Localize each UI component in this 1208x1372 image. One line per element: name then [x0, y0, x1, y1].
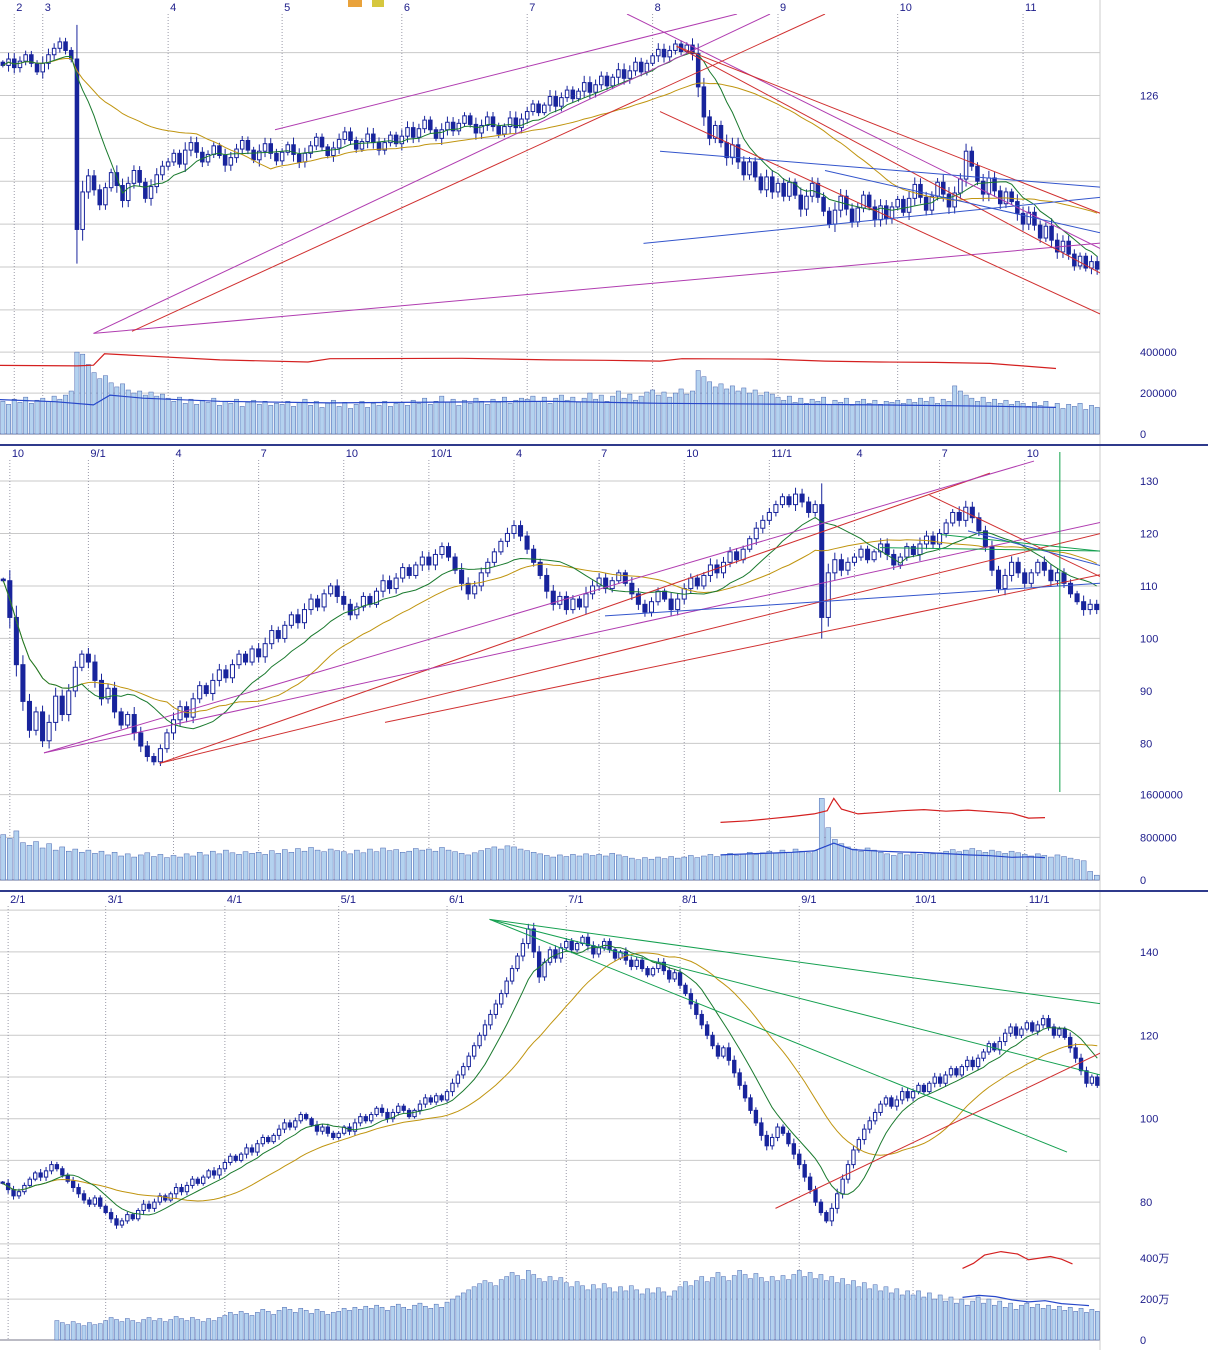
svg-text:8/1: 8/1 [682, 894, 697, 906]
svg-text:120: 120 [1140, 1030, 1158, 1042]
svg-text:110: 110 [1140, 581, 1158, 593]
toolbar-fragment-icon [372, 0, 384, 7]
candlestick-chart-panel-3[interactable]: 2/1 3/1 4/1 5/1 6/1 7/1 8/1 9/1 10/1 11/1 140 120 10… [0, 892, 1208, 1350]
toolbar-fragment-icon [348, 0, 362, 7]
svg-text:7/1: 7/1 [568, 894, 583, 906]
svg-text:0: 0 [1140, 1335, 1146, 1347]
svg-text:5: 5 [284, 2, 290, 14]
svg-text:10/1: 10/1 [431, 448, 452, 460]
svg-text:11/1: 11/1 [771, 448, 792, 460]
svg-text:10: 10 [900, 2, 912, 14]
trendlines [43, 460, 1100, 764]
x-axis-labels: 2 3 4 5 6 7 8 9 10 11 [16, 2, 1036, 14]
svg-text:0: 0 [1140, 429, 1146, 441]
svg-text:100: 100 [1140, 1114, 1158, 1126]
svg-text:90: 90 [1140, 686, 1152, 698]
svg-text:4: 4 [170, 2, 176, 14]
svg-text:400万: 400万 [1140, 1253, 1169, 1265]
svg-text:7: 7 [942, 448, 948, 460]
y-axis-labels: 126 400000 200000 0 [1140, 90, 1177, 441]
candles [0, 922, 1100, 1229]
svg-text:7: 7 [529, 2, 535, 14]
svg-text:11/1: 11/1 [1029, 894, 1050, 906]
svg-text:2: 2 [16, 2, 22, 14]
chart-panel-3: 2/1 3/1 4/1 5/1 6/1 7/1 8/1 9/1 10/1 11/1 140 120 10… [0, 890, 1208, 1350]
candlestick-chart-panel-1[interactable]: 2 3 4 5 6 7 8 9 10 11 126 400000 200000 0 [0, 0, 1208, 444]
svg-text:80: 80 [1140, 1197, 1152, 1209]
volume-overlay-lines [962, 1250, 1090, 1307]
svg-text:80: 80 [1140, 738, 1152, 750]
svg-text:130: 130 [1140, 476, 1158, 488]
volume-bars [0, 351, 1100, 435]
grid-layer [0, 446, 1101, 890]
volume-bars [54, 1270, 1100, 1341]
svg-text:140: 140 [1140, 947, 1158, 959]
svg-text:120: 120 [1140, 528, 1158, 540]
trendlines [93, 14, 1100, 334]
svg-text:800000: 800000 [1140, 832, 1177, 844]
svg-text:10/1: 10/1 [915, 894, 936, 906]
svg-text:5/1: 5/1 [341, 894, 356, 906]
volume-bars [0, 798, 1100, 881]
candles [0, 483, 1100, 767]
svg-text:1600000: 1600000 [1140, 790, 1183, 802]
moving-averages [2, 516, 1097, 730]
svg-text:7: 7 [601, 448, 607, 460]
svg-text:126: 126 [1140, 90, 1158, 102]
svg-text:2/1: 2/1 [10, 894, 25, 906]
svg-text:7: 7 [261, 448, 267, 460]
svg-text:6: 6 [404, 2, 410, 14]
svg-text:0: 0 [1140, 875, 1146, 887]
svg-text:8: 8 [655, 2, 661, 14]
svg-text:10: 10 [686, 448, 698, 460]
svg-text:10: 10 [346, 448, 358, 460]
svg-text:200万: 200万 [1140, 1294, 1169, 1306]
svg-text:3/1: 3/1 [108, 894, 123, 906]
svg-text:9: 9 [780, 2, 786, 14]
svg-text:4: 4 [856, 448, 862, 460]
svg-text:6/1: 6/1 [449, 894, 464, 906]
chart-panel-1: 2 3 4 5 6 7 8 9 10 11 126 400000 200000 0 [0, 0, 1208, 444]
svg-text:200000: 200000 [1140, 388, 1177, 400]
candlestick-chart-panel-2[interactable]: 10 9/1 4 7 10 10/1 4 7 10 11/1 4 7 10 130 120 110 100 90 8… [0, 446, 1208, 890]
svg-text:10: 10 [12, 448, 24, 460]
svg-text:10: 10 [1027, 448, 1039, 460]
svg-text:11: 11 [1025, 2, 1036, 14]
svg-text:4/1: 4/1 [227, 894, 242, 906]
svg-text:9/1: 9/1 [90, 448, 105, 460]
svg-text:9/1: 9/1 [801, 894, 816, 906]
y-axis-labels: 140 120 100 80 400万 200万 0 [1140, 947, 1169, 1347]
toolbar-fragments [0, 0, 1208, 8]
x-axis-labels: 10 9/1 4 7 10 10/1 4 7 10 11/1 4 7 10 [12, 448, 1039, 460]
x-axis-labels: 2/1 3/1 4/1 5/1 6/1 7/1 8/1 9/1 10/1 11/1 [10, 894, 1049, 906]
moving-averages [2, 51, 1098, 257]
chart-panel-2: 10 9/1 4 7 10 10/1 4 7 10 11/1 4 7 10 130 120 110 100 90 8… [0, 444, 1208, 890]
y-axis-labels: 130 120 110 100 90 80 1600000 800000 0 [1140, 476, 1183, 887]
moving-averages [2, 944, 1098, 1216]
svg-text:400000: 400000 [1140, 347, 1177, 359]
svg-text:100: 100 [1140, 633, 1158, 645]
svg-text:3: 3 [45, 2, 51, 14]
trendlines [489, 918, 1100, 1209]
grid-layer [0, 0, 1101, 444]
svg-text:4: 4 [176, 448, 182, 460]
svg-text:4: 4 [516, 448, 522, 460]
volume-overlay-lines [720, 797, 1046, 859]
volume-overlay-lines [0, 353, 1057, 408]
